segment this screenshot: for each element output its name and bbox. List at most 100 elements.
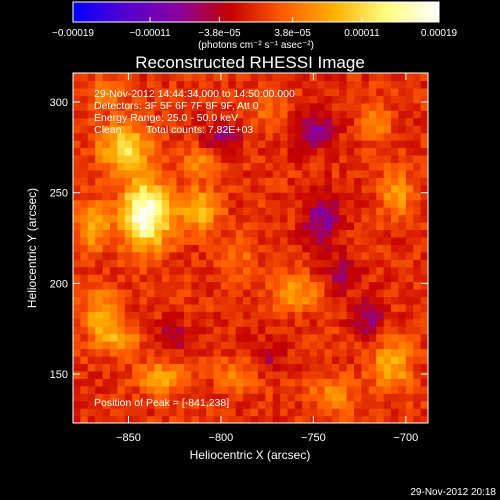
x-axis-title: Heliocentric X (arcsec) [190,448,311,462]
heatmap-cell [139,125,148,134]
heatmap-cell [87,95,96,104]
heatmap-cell [324,184,333,193]
heatmap-cell [102,288,111,298]
heatmap-cell [213,110,222,119]
heatmap-cell [176,251,185,260]
heatmap-cell [198,229,207,238]
heatmap-cell [124,177,133,186]
heatmap-cell [383,132,392,141]
heatmap-cell [257,266,266,275]
heatmap-cell [250,378,259,387]
heatmap-cell [228,177,237,186]
heatmap-cell [235,251,244,260]
heatmap-cell [206,318,215,327]
heatmap-cell [161,214,170,223]
heatmap-cell [132,102,141,111]
heatmap-cell [280,177,289,186]
heatmap-cell [146,177,155,186]
heatmap-cell [132,415,141,423]
heatmap-cell [154,177,163,186]
heatmap-cell [331,288,340,298]
heatmap-cell [132,251,141,260]
heatmap-cell [317,207,326,216]
heatmap-cell [169,221,178,230]
heatmap-cell [146,125,155,134]
heatmap-cell [95,80,104,89]
heatmap-cell [317,221,326,230]
heatmap-cell [354,102,363,111]
heatmap-cell [73,140,81,149]
heatmap-cell [132,333,141,342]
heatmap-cell [117,244,126,253]
heatmap-cell [302,87,311,96]
heatmap-cell [257,303,266,312]
heatmap-cell [324,363,333,372]
heatmap-cell [206,266,215,275]
heatmap-cell [368,147,377,156]
heatmap-cell [339,288,348,298]
heatmap-cell [73,355,81,365]
heatmap-cell [220,102,229,111]
heatmap-cell [235,266,244,275]
heatmap-cell [80,177,89,186]
heatmap-cell [243,73,252,82]
heatmap-cell [265,311,274,320]
heatmap-cell [391,296,400,305]
heatmap-cell [272,110,281,119]
heatmap-cell [391,318,400,327]
heatmap-cell [161,385,170,394]
heatmap-cell [73,80,81,89]
heatmap-cell [183,244,192,253]
heatmap-cell [102,229,111,238]
heatmap-cell [405,378,414,387]
heatmap-cell [405,251,414,260]
heatmap-cell [109,288,118,298]
heatmap-cell [243,95,252,104]
heatmap-cell [257,154,266,163]
heatmap-cell [243,296,252,305]
heatmap-cell [280,355,289,365]
heatmap-cell [132,318,141,327]
heatmap-cell [391,355,400,365]
heatmap-cell [198,318,207,327]
heatmap-cell [235,80,244,89]
heatmap-cell [280,281,289,290]
heatmap-cell [361,140,370,149]
heatmap-cell [87,311,96,320]
heatmap-cell [331,259,340,268]
heatmap-cell [154,281,163,290]
x-axis-tick-label: −700 [393,432,418,444]
heatmap-cell [405,326,414,335]
heatmap-cell [376,311,385,320]
heatmap-cell [339,207,348,216]
heatmap-cell [294,288,303,298]
heatmap-cell [331,370,340,379]
heatmap-cell [368,73,377,82]
heatmap-cell [317,385,326,394]
heatmap-cell [368,229,377,238]
heatmap-cell [220,385,229,394]
heatmap-cell [391,117,400,126]
heatmap-cell [109,355,118,365]
heatmap-cell [405,244,414,253]
heatmap-cell [169,162,178,171]
heatmap-cell [294,400,303,409]
heatmap-cell [191,348,200,357]
heatmap-cell [87,326,96,335]
heatmap-cell [302,177,311,186]
heatmap-cell [339,221,348,230]
heatmap-cell [220,341,229,350]
heatmap-cell [102,117,111,126]
heatmap-cell [309,408,318,417]
heatmap-cell [176,184,185,193]
heatmap-cell [405,348,414,357]
heatmap-cell [405,363,414,372]
heatmap-cell [280,303,289,312]
heatmap-cell [354,333,363,342]
heatmap-cell [243,274,252,283]
heatmap-cell [87,73,96,82]
heatmap-cell [169,355,178,365]
heatmap-cell [235,400,244,409]
heatmap-cell [191,169,200,178]
heatmap-cell [294,177,303,186]
